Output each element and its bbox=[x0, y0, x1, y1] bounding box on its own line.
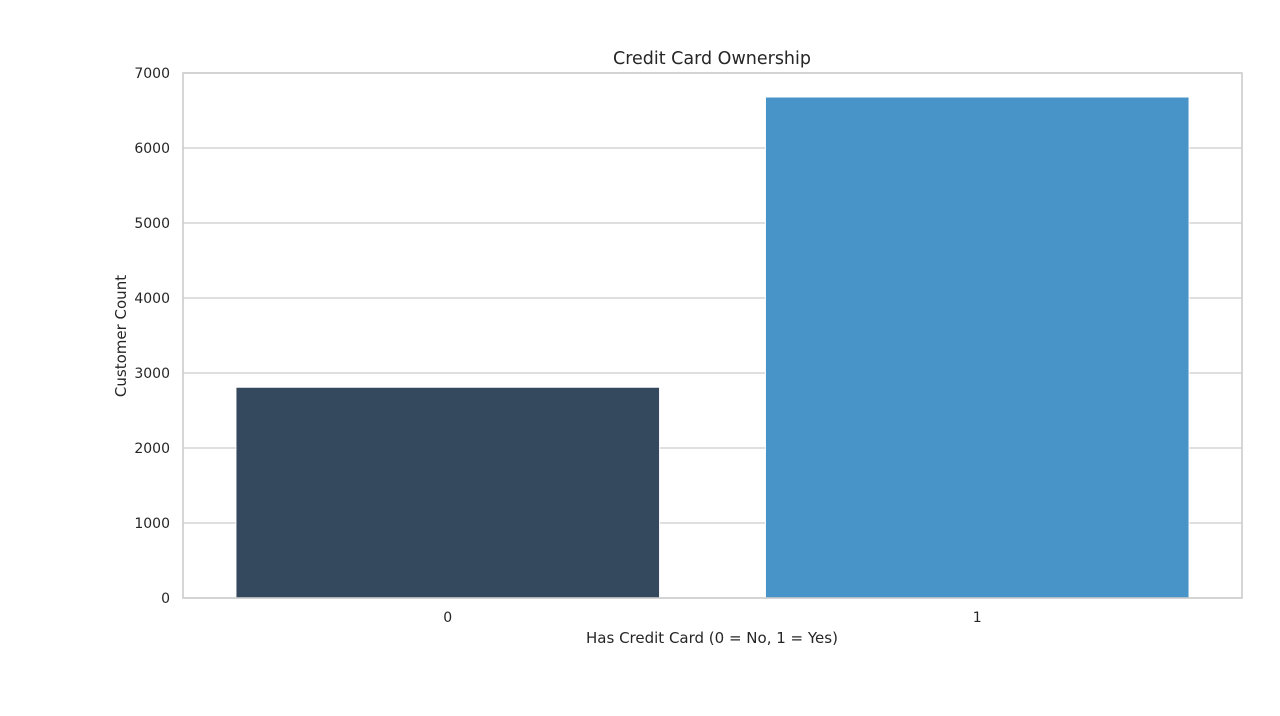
y-tick-label: 0 bbox=[161, 591, 170, 607]
y-tick-label: 6000 bbox=[134, 141, 170, 157]
y-tick-label: 7000 bbox=[134, 66, 170, 82]
x-tick-label: 1 bbox=[973, 610, 982, 626]
y-tick-label: 4000 bbox=[134, 291, 170, 307]
chart-title: Credit Card Ownership bbox=[613, 49, 811, 69]
x-axis-label: Has Credit Card (0 = No, 1 = Yes) bbox=[586, 629, 838, 647]
y-tick-label: 5000 bbox=[134, 216, 170, 232]
plot-frame bbox=[182, 72, 1243, 599]
y-axis-label: Customer Count bbox=[112, 275, 130, 397]
x-tick-label: 0 bbox=[443, 610, 452, 626]
bar-1 bbox=[764, 96, 1190, 599]
y-tick-label: 1000 bbox=[134, 516, 170, 532]
plot-border bbox=[182, 72, 1243, 599]
y-tick-labels: 0 1000 2000 3000 4000 5000 6000 7000 bbox=[134, 66, 170, 607]
y-tick-label: 2000 bbox=[134, 441, 170, 457]
y-tick-label: 3000 bbox=[134, 366, 170, 382]
bars bbox=[235, 96, 1190, 599]
bar-0 bbox=[235, 386, 661, 599]
